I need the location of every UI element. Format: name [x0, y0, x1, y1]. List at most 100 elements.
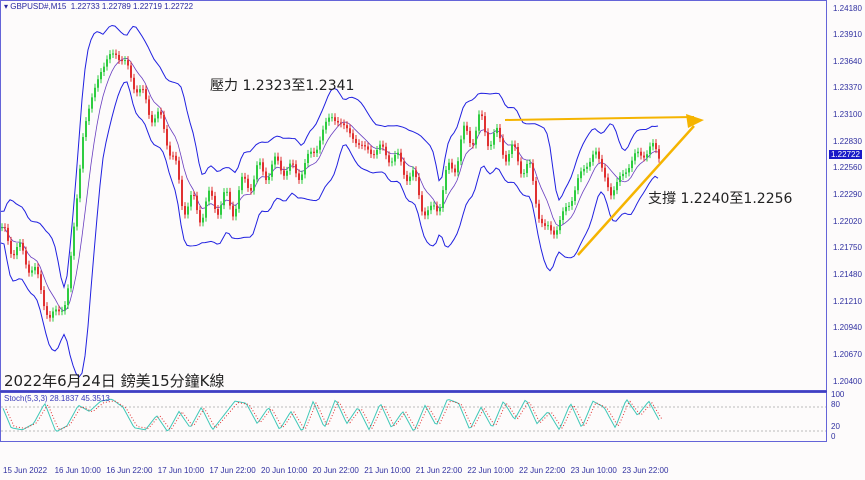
chart-title-annotation: 2022年6月24日 鎊美15分鐘K線 — [4, 372, 225, 390]
candle-body — [199, 210, 201, 223]
candle-body — [196, 195, 198, 211]
price-tick-label: 1.22020 — [833, 216, 862, 226]
candle-body — [217, 208, 219, 215]
candle-body — [235, 208, 237, 217]
candle-body — [355, 138, 357, 144]
stoch-tick-label: 0 — [831, 432, 836, 441]
candle-body — [190, 195, 192, 207]
candle-body — [109, 54, 111, 60]
candle-body — [298, 173, 300, 180]
candle-body — [67, 288, 69, 306]
candle-body — [115, 53, 117, 55]
resistance-annotation: 壓力 1.2323至1.2341 — [210, 78, 355, 94]
candle-body — [313, 151, 315, 154]
candle-body — [526, 163, 528, 174]
candle-body — [472, 142, 474, 145]
resistance-trendline[interactable] — [504, 116, 695, 121]
candle-body — [58, 309, 60, 312]
candle-body — [421, 195, 423, 212]
candle-body — [538, 203, 540, 219]
price-tick-label: 1.22560 — [833, 163, 862, 173]
time-tick-label: 22 Jun 10:00 — [467, 466, 514, 475]
price-tick-label: 1.23910 — [833, 30, 862, 40]
candle-body — [640, 151, 642, 156]
candle-body — [370, 149, 372, 155]
candle-body — [466, 125, 468, 131]
time-tick-label: 20 Jun 10:00 — [261, 466, 308, 475]
candle-body — [307, 153, 309, 164]
candle-body — [73, 226, 75, 256]
candle-body — [46, 306, 48, 315]
candle-body — [655, 143, 657, 150]
stoch-signal-line — [5, 400, 663, 431]
candle-body — [646, 154, 648, 158]
candle-body — [379, 144, 381, 150]
candle-body — [559, 220, 561, 231]
candle-body — [265, 171, 267, 181]
price-tick-label: 1.21750 — [833, 243, 862, 253]
candle-body — [139, 89, 141, 93]
candle-body — [523, 173, 525, 175]
arrowhead-icon — [686, 114, 704, 128]
candle-body — [445, 169, 447, 191]
candle-body — [613, 190, 615, 196]
candle-body — [262, 162, 264, 172]
candle-body — [565, 206, 567, 212]
candle-body — [346, 125, 348, 129]
candle-body — [88, 108, 90, 122]
stoch-pane-border — [0, 392, 827, 442]
candle-body — [214, 195, 216, 209]
candle-body — [376, 149, 378, 155]
candle-body — [484, 116, 486, 133]
candle-body — [514, 144, 516, 147]
candle-body — [331, 117, 333, 119]
candle-body — [7, 227, 9, 241]
candle-body — [571, 200, 573, 206]
candle-body — [187, 206, 189, 215]
candle-body — [94, 87, 96, 98]
candle-body — [76, 198, 78, 227]
candle-body — [79, 168, 81, 199]
candle-body — [460, 139, 462, 162]
candle-body — [175, 155, 177, 161]
candle-body — [535, 180, 537, 204]
candle-body — [397, 152, 399, 155]
candle-body — [544, 223, 546, 226]
candle-body — [64, 305, 66, 311]
current-price-badge: 1.22722 — [829, 150, 862, 159]
candle-body — [574, 190, 576, 201]
candle-body — [208, 190, 210, 202]
candle-body — [616, 182, 618, 191]
price-tick-label: 1.23640 — [833, 56, 862, 66]
time-tick-label: 16 Jun 10:00 — [54, 466, 101, 475]
candle-body — [400, 152, 402, 162]
candle-body — [238, 190, 240, 209]
bollinger-lower — [0, 81, 659, 378]
candle-body — [130, 65, 132, 78]
candle-body — [448, 162, 450, 170]
candle-body — [406, 174, 408, 182]
candle-body — [268, 176, 270, 181]
candle-body — [442, 190, 444, 208]
support-trendline[interactable] — [577, 125, 695, 256]
candle-body — [358, 143, 360, 145]
candle-body — [478, 114, 480, 131]
candle-body — [85, 121, 87, 138]
trendlines[interactable] — [504, 114, 704, 256]
candle-body — [628, 168, 630, 173]
candle-body — [304, 163, 306, 175]
chart-header: ▾ GBPUSD#,M15 1.22733 1.22789 1.22719 1.… — [4, 2, 193, 12]
candle-body — [364, 145, 366, 147]
candle-body — [223, 192, 225, 206]
candle-body — [319, 140, 321, 150]
dropdown-triangle-icon[interactable]: ▾ — [4, 2, 11, 11]
candle-body — [412, 170, 414, 177]
candle-body — [256, 165, 258, 180]
price-tick-label: 1.23370 — [833, 83, 862, 93]
candle-body — [184, 206, 186, 215]
candle-body — [193, 195, 195, 197]
time-tick-label: 23 Jun 10:00 — [570, 466, 617, 475]
candle-body — [595, 151, 597, 155]
candle-body — [580, 171, 582, 179]
